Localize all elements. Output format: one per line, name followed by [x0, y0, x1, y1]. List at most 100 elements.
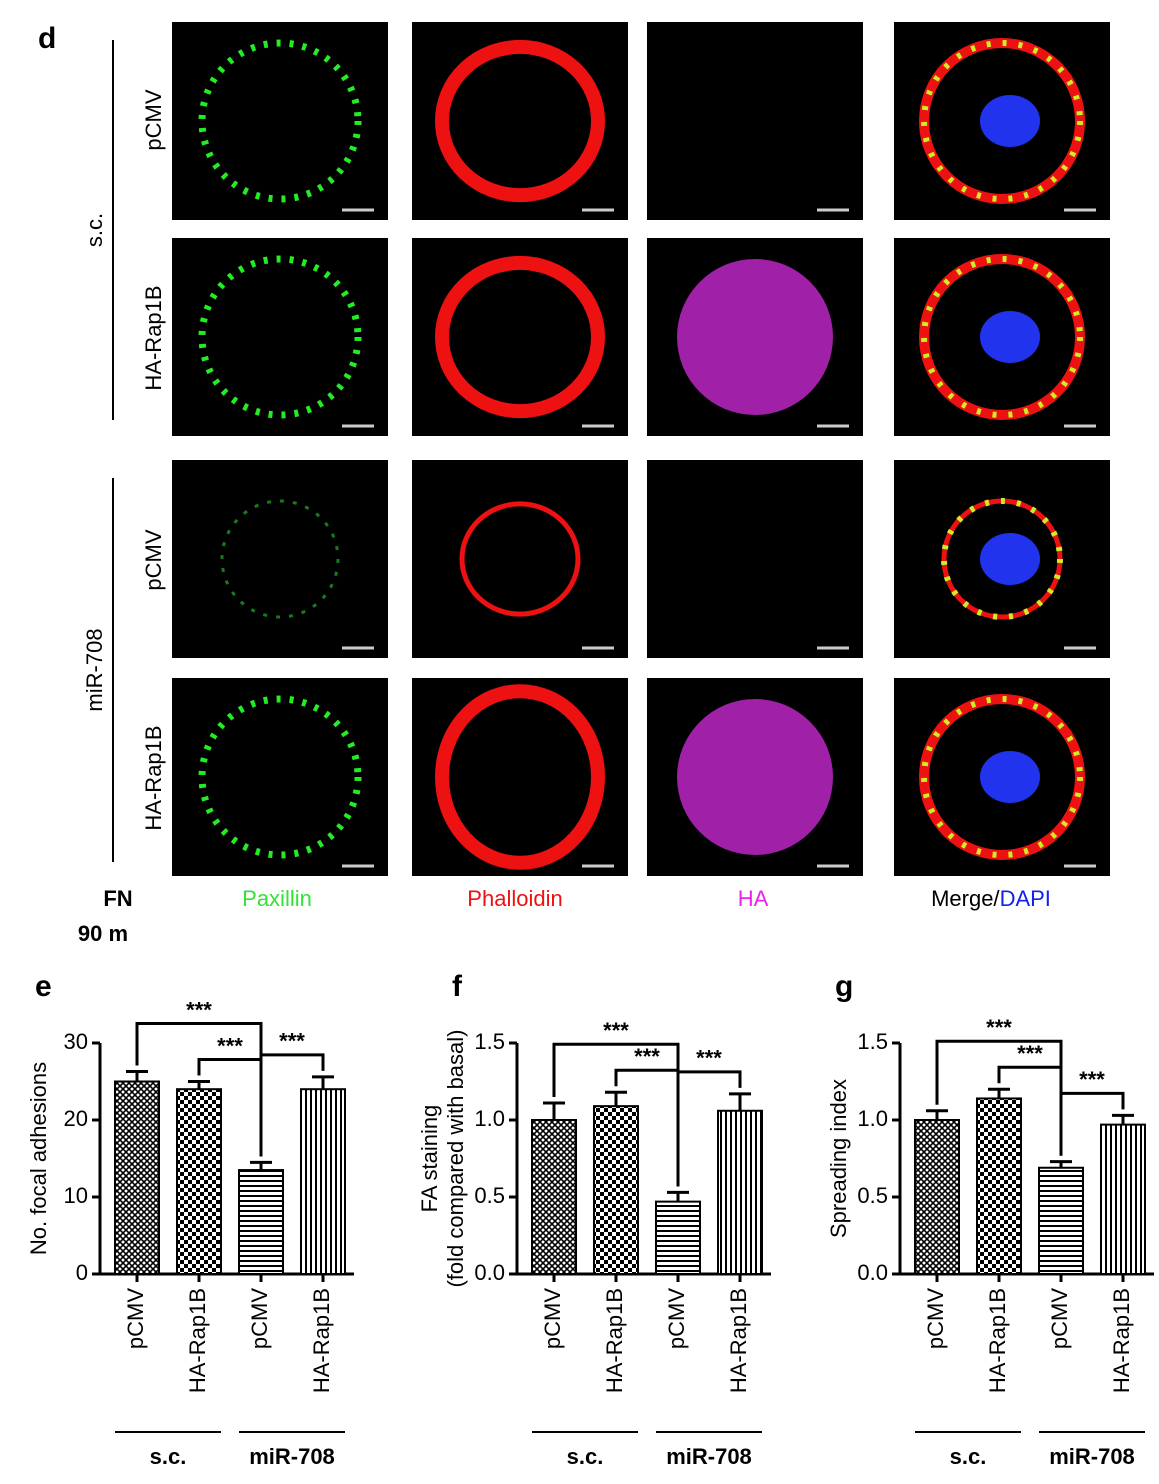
merge-paxillin [921, 256, 1083, 418]
group-label: s.c. [150, 1444, 187, 1469]
group-label: miR-708 [1049, 1444, 1135, 1469]
x-tick-label: HA-Rap1B [1109, 1288, 1134, 1393]
column-label: Merge/DAPI [931, 886, 1051, 911]
y-tick-label: 0.0 [474, 1260, 505, 1285]
group-label: miR-708 [249, 1444, 335, 1469]
merge-paxillin [921, 40, 1083, 202]
micrograph [172, 238, 388, 436]
bar [717, 1109, 763, 1276]
significance-label: *** [279, 1029, 305, 1054]
row-label: HA-Rap1B [141, 725, 166, 830]
x-tick-label: pCMV [123, 1288, 148, 1349]
group-label: s.c. [950, 1444, 987, 1469]
y-tick-label: 0.5 [857, 1183, 888, 1208]
error-bar [1112, 1113, 1134, 1125]
micrograph [412, 460, 628, 658]
x-tick-label: pCMV [664, 1288, 689, 1349]
x-tick-label: HA-Rap1B [602, 1288, 627, 1393]
row-label: HA-Rap1B [141, 285, 166, 390]
paxillin [198, 695, 362, 859]
paxillin [198, 255, 362, 419]
x-tick-label: pCMV [1047, 1288, 1072, 1349]
error-bar [729, 1092, 751, 1111]
significance-bracket [676, 1070, 742, 1187]
y-tick-label: 10 [64, 1183, 88, 1208]
bar [531, 1119, 577, 1275]
bar [300, 1088, 346, 1275]
error-bar [126, 1069, 148, 1082]
ha [677, 699, 833, 855]
bar [976, 1097, 1022, 1275]
error-bar [312, 1075, 334, 1090]
micrograph [172, 22, 388, 220]
significance-label: *** [634, 1044, 660, 1069]
paxillin [198, 39, 362, 203]
y-tick-label: 0.0 [857, 1260, 888, 1285]
x-tick-label: pCMV [540, 1288, 565, 1349]
significance-label: *** [696, 1046, 722, 1071]
actin [435, 39, 605, 203]
merge-paxillin [921, 696, 1083, 858]
nucleus [980, 95, 1040, 147]
group-label: s.c. [82, 213, 107, 247]
error-bar [926, 1109, 948, 1120]
paxillin [220, 499, 340, 619]
bar [593, 1105, 639, 1276]
micrograph [172, 678, 388, 876]
significance-label: *** [186, 997, 212, 1022]
y-tick-label: 20 [64, 1106, 88, 1131]
y-axis-label: No. focal adhesions [26, 1062, 51, 1255]
y-tick-label: 1.5 [857, 1029, 888, 1054]
x-tick-label: pCMV [923, 1288, 948, 1349]
error-bar [250, 1160, 272, 1171]
y-axis-label: Spreading index [826, 1079, 851, 1238]
significance-label: *** [603, 1018, 629, 1043]
dapi-label: DAPI [1000, 886, 1051, 911]
condition-label: 90 m [78, 921, 128, 946]
error-bar [1050, 1160, 1072, 1168]
micrograph [647, 22, 863, 220]
bar [176, 1088, 222, 1275]
error-bar [188, 1080, 210, 1090]
bar [914, 1119, 960, 1275]
y-axis-label: (fold compared with basal) [443, 1029, 468, 1287]
panel-label: d [38, 22, 56, 55]
column-label: Phalloidin [467, 886, 562, 911]
significance-bracket [1059, 1091, 1125, 1156]
significance-label: *** [1017, 1041, 1043, 1066]
x-tick-label: HA-Rap1B [185, 1288, 210, 1393]
micrograph [647, 460, 863, 658]
x-tick-label: HA-Rap1B [309, 1288, 334, 1393]
error-bar [667, 1190, 689, 1202]
bar [655, 1200, 701, 1275]
condition-label: FN [103, 886, 132, 911]
panel-label: f [452, 970, 463, 1003]
y-tick-label: 0.5 [474, 1183, 505, 1208]
x-tick-label: pCMV [247, 1288, 272, 1349]
column-label: Paxillin [242, 886, 312, 911]
error-bar [543, 1101, 565, 1120]
error-bar [605, 1090, 627, 1107]
bar [1100, 1123, 1146, 1275]
group-label: miR-708 [666, 1444, 752, 1469]
nucleus [980, 533, 1040, 585]
micrographs [172, 22, 1110, 876]
row-label: pCMV [141, 89, 166, 150]
merge-paxillin [941, 498, 1063, 620]
error-bar [988, 1087, 1010, 1099]
y-tick-label: 1.0 [857, 1106, 888, 1131]
y-tick-label: 1.0 [474, 1106, 505, 1131]
significance-bracket [259, 1053, 325, 1157]
x-tick-label: HA-Rap1B [985, 1288, 1010, 1393]
significance-label: *** [986, 1015, 1012, 1040]
merge-label: Merge/ [931, 886, 1000, 911]
y-axis-label: FA staining [417, 1105, 442, 1213]
panel-label: g [835, 970, 853, 1003]
y-tick-label: 30 [64, 1029, 88, 1054]
bar [1038, 1166, 1084, 1275]
significance-label: *** [217, 1033, 243, 1058]
actin [435, 684, 605, 870]
group-label: s.c. [567, 1444, 604, 1469]
significance-label: *** [1079, 1067, 1105, 1092]
